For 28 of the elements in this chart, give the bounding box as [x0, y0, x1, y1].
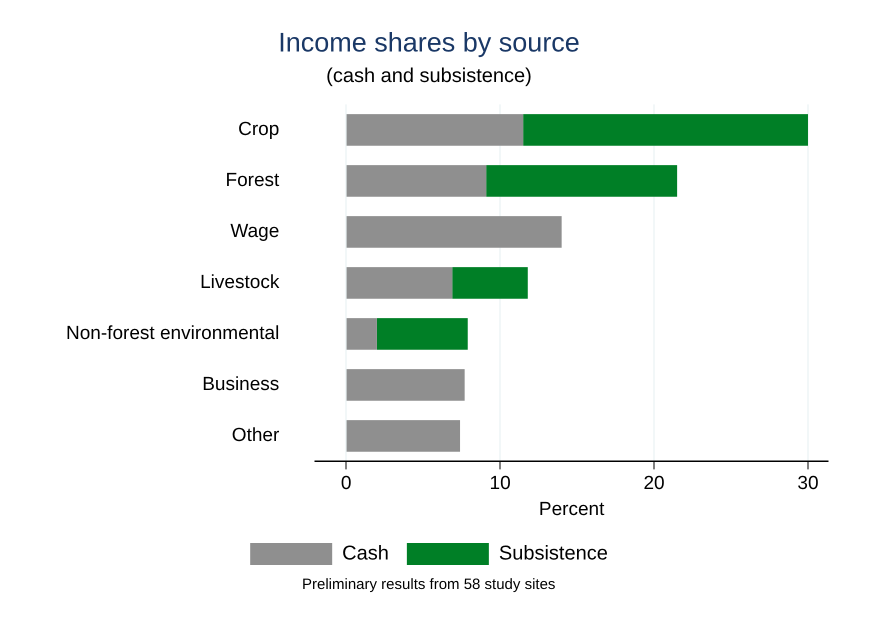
y-tick-label: Livestock — [200, 272, 280, 294]
legend-label: Cash — [342, 542, 389, 565]
x-tick-label: 30 — [797, 473, 819, 494]
y-tick-label: Wage — [230, 221, 280, 242]
y-tick-label: Other — [232, 425, 280, 446]
bar — [523, 114, 808, 146]
y-tick-label: Non-forest environmental — [66, 323, 280, 344]
y-tick-label: Business — [202, 374, 280, 396]
bar — [346, 165, 486, 197]
x-tick-label: 10 — [490, 473, 511, 494]
bar — [346, 267, 452, 299]
y-tick-label: Forest — [225, 170, 280, 192]
x-tick-label: 20 — [643, 473, 665, 494]
chart-title: Income shares by source — [278, 28, 580, 58]
y-tick-label: Crop — [238, 119, 280, 140]
bar — [346, 369, 465, 401]
x-tick-label: 0 — [340, 473, 352, 494]
bar — [346, 216, 562, 248]
chart-subtitle: (cash and subsistence) — [326, 64, 532, 87]
text: Preliminary results from 58 study sites — [302, 576, 556, 593]
bar — [486, 165, 678, 197]
bar — [376, 318, 468, 350]
bar — [346, 114, 524, 146]
legend-label: Subsistence — [498, 542, 608, 565]
x-axis-title: Percent — [538, 498, 606, 520]
bar — [346, 420, 460, 452]
bar — [452, 267, 528, 299]
bar — [346, 318, 377, 350]
